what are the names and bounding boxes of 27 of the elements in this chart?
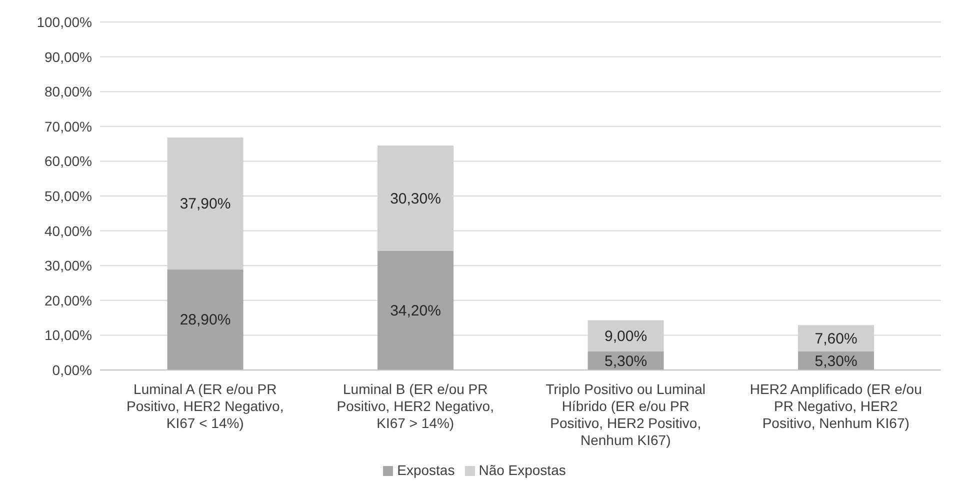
legend-label: Expostas <box>397 462 455 478</box>
y-tick-label: 90,00% <box>44 48 92 65</box>
y-tick-label: 100,00% <box>36 14 92 30</box>
y-tick-label: 10,00% <box>44 327 92 344</box>
y-tick-label: 30,00% <box>44 258 92 274</box>
y-tick-label: 70,00% <box>44 118 92 134</box>
bar <box>378 250 454 370</box>
y-tick-label: 50,00% <box>44 188 92 204</box>
x-tick-label: Luminal A (ER e/ou PR Positivo, HER2 Negativo, KI67 < 14%) <box>126 381 284 431</box>
y-tick-label: 0,00% <box>52 362 92 378</box>
data-label: 5,30% <box>814 352 858 370</box>
data-label: 7,60% <box>814 330 858 348</box>
y-tick-label: 60,00% <box>44 153 92 170</box>
data-label: 5,30% <box>604 352 648 370</box>
data-label: 37,90% <box>180 195 231 212</box>
legend-label: Não Expostas <box>478 462 566 478</box>
bar <box>167 269 244 370</box>
y-tick-label: 40,00% <box>44 222 92 239</box>
y-tick-label: 80,00% <box>44 84 92 100</box>
data-label: 9,00% <box>604 328 648 345</box>
x-tick-label: Luminal B (ER e/ou PR Positivo, HER2 Negativo, KI67 > 14%) <box>336 381 494 431</box>
data-label: 30,30% <box>390 190 441 208</box>
x-tick-label: HER2 Amplificado (ER e/ou PR Negativo, HER2 Positivo, Nenhum KI67) <box>750 381 922 431</box>
data-label: 28,90% <box>180 312 231 329</box>
x-tick-label: Triplo Positivo ou Luminal Híbrido (ER e/ou PR Positivo, HER2 Positivo, Nenhum KI67) <box>546 381 706 448</box>
data-label: 34,20% <box>390 302 441 320</box>
y-tick-label: 20,00% <box>44 292 92 308</box>
